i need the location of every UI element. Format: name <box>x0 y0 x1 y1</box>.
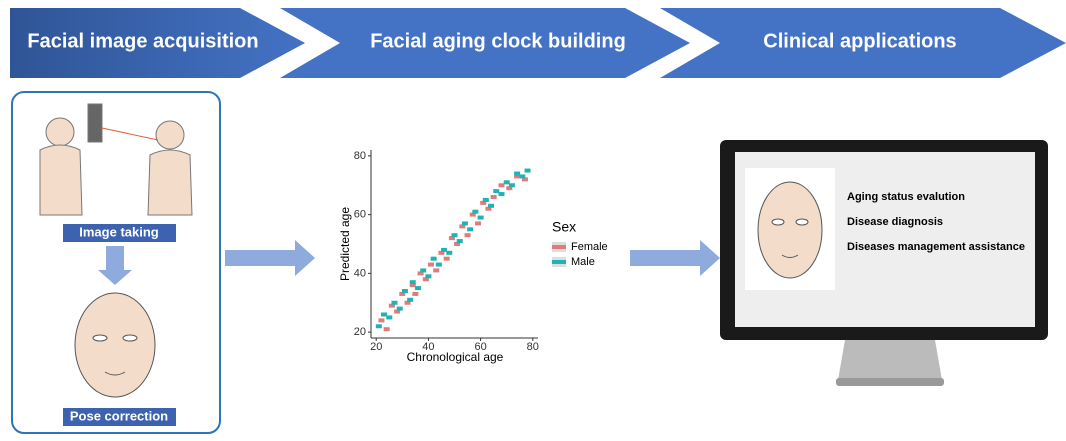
point <box>509 183 515 187</box>
point <box>431 257 437 261</box>
point <box>444 257 450 261</box>
face-illustration <box>75 293 155 397</box>
legend-swatch <box>552 260 566 264</box>
point <box>519 174 525 178</box>
point <box>498 183 504 187</box>
photographer-illustration <box>40 104 192 215</box>
point <box>491 195 497 199</box>
point <box>483 198 489 202</box>
x-tick-label: 80 <box>527 341 539 353</box>
point <box>386 315 392 319</box>
point <box>391 301 397 305</box>
point <box>452 233 458 237</box>
point <box>488 204 494 208</box>
point <box>412 292 418 296</box>
application-item: Aging status evalution <box>847 191 965 203</box>
flow-arrow <box>630 240 720 276</box>
monitor <box>720 140 1048 386</box>
point <box>525 169 531 173</box>
point <box>465 233 471 237</box>
point <box>504 180 510 184</box>
x-tick-label: 60 <box>474 341 486 353</box>
x-tick-label: 20 <box>370 341 382 353</box>
point <box>415 286 421 290</box>
legend-title: Sex <box>552 219 576 235</box>
flow-arrow <box>225 240 315 276</box>
label: Image taking <box>79 224 159 239</box>
application-item: Disease diagnosis <box>847 216 943 228</box>
point <box>402 289 408 293</box>
down-arrow <box>98 246 132 285</box>
step-label: Facial image acquisition <box>27 30 258 52</box>
label: Pose correction <box>70 408 168 423</box>
point <box>462 221 468 225</box>
point <box>475 221 481 225</box>
point <box>467 227 473 231</box>
point <box>378 318 384 322</box>
point <box>384 327 390 331</box>
point <box>420 268 426 272</box>
point <box>425 274 431 278</box>
point <box>433 268 439 272</box>
x-axis-title: Chronological age <box>407 350 504 364</box>
legend-label: Male <box>571 256 595 268</box>
point <box>407 298 413 302</box>
y-tick-label: 20 <box>354 326 366 338</box>
point <box>376 324 382 328</box>
legend-swatch <box>552 245 566 249</box>
step-label: Clinical applications <box>763 30 956 52</box>
x-tick-label: 40 <box>422 341 434 353</box>
point <box>514 172 520 176</box>
point <box>493 189 499 193</box>
point <box>498 192 504 196</box>
point <box>441 248 447 252</box>
diagram: Facial image acquisition Facial aging cl… <box>0 0 1066 436</box>
y-tick-label: 40 <box>354 267 366 279</box>
scatter-chart: Chronological age Predicted age Sex 20 40… <box>338 150 608 364</box>
point <box>478 216 484 220</box>
point <box>457 239 463 243</box>
point <box>397 307 403 311</box>
y-tick-label: 60 <box>354 209 366 221</box>
y-tick-label: 80 <box>354 150 366 162</box>
point <box>472 210 478 214</box>
point <box>410 280 416 284</box>
point <box>446 251 452 255</box>
point <box>428 263 434 267</box>
step-label: Facial aging clock building <box>370 30 626 52</box>
point <box>436 263 442 267</box>
application-item: Diseases management assistance <box>847 241 1025 253</box>
point <box>381 313 387 317</box>
legend-label: Female <box>571 241 608 253</box>
y-axis-title: Predicted age <box>338 207 352 281</box>
